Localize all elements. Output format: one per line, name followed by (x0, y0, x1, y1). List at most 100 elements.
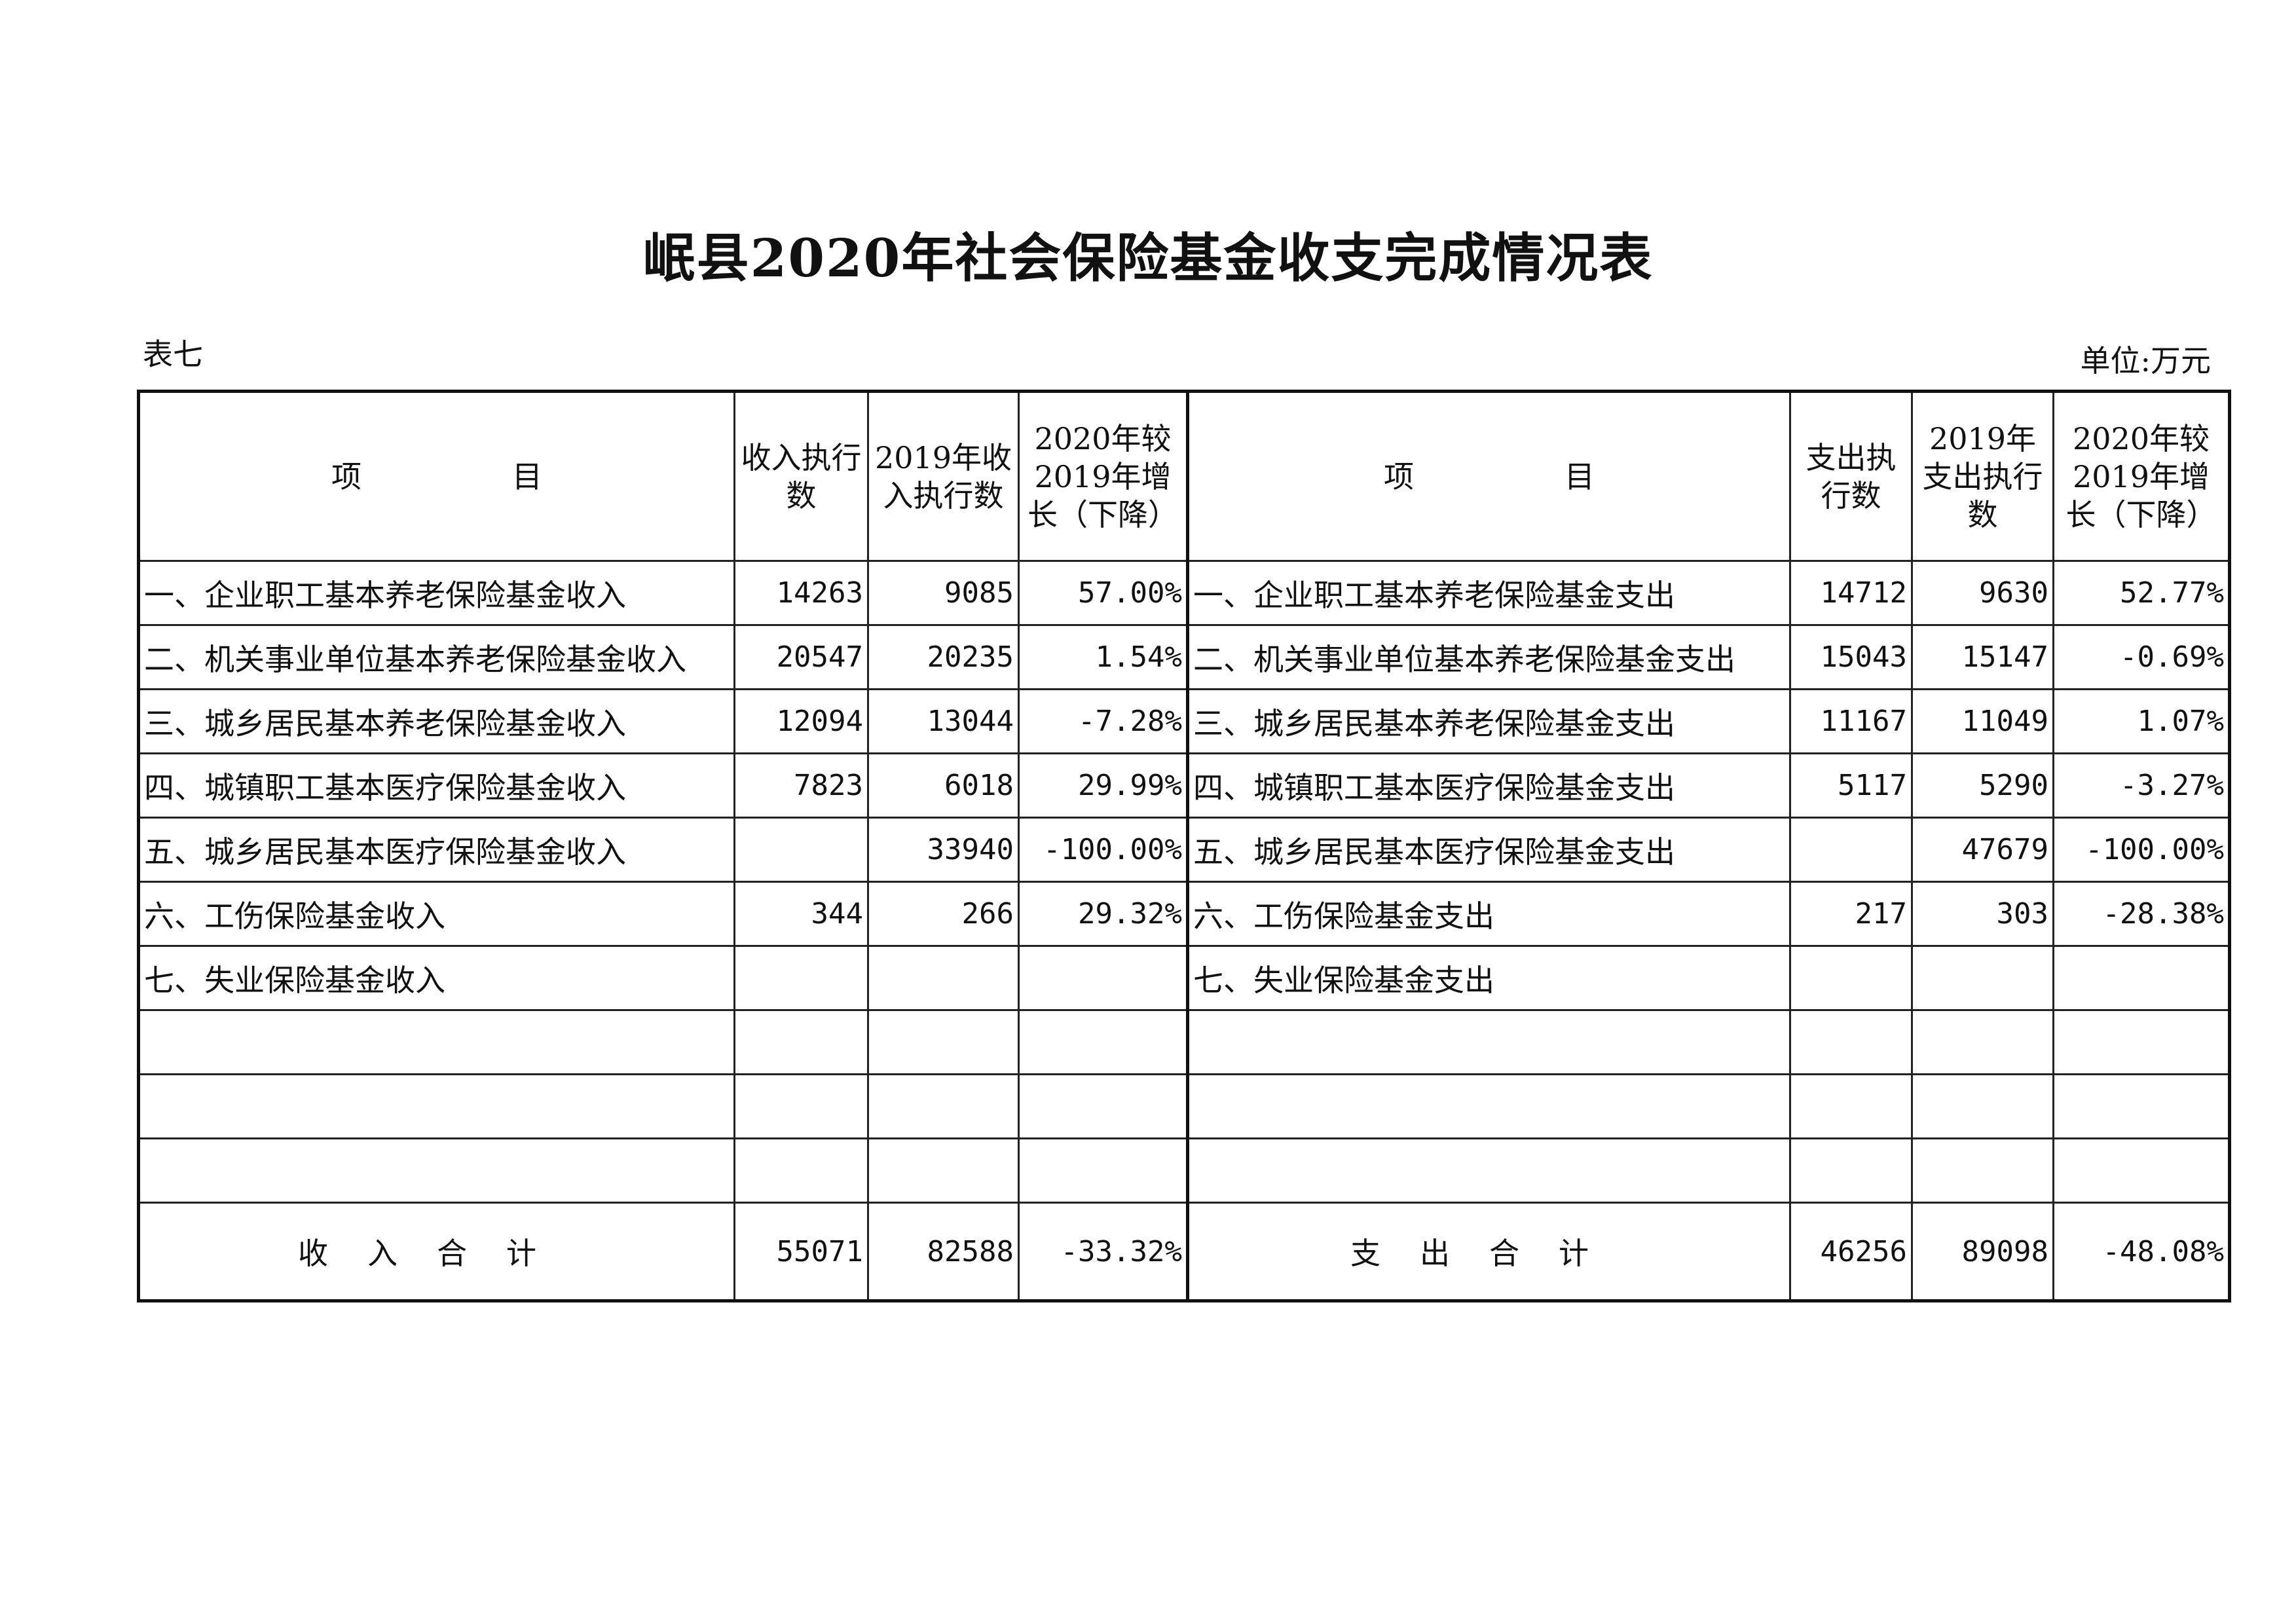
expense-2019-cell: 5290 (1911, 752, 2054, 819)
expense-2019-cell (1911, 945, 2054, 1011)
expense-growth-cell (2052, 1009, 2231, 1075)
expense-exec-cell (1789, 945, 1913, 1011)
expense-2019-cell (1911, 1073, 2054, 1139)
income-exec-cell: 7823 (733, 752, 869, 819)
income-item-cell: 六、工伤保险基金收入 (138, 881, 735, 947)
income-2019-cell: 266 (867, 881, 1020, 947)
expense-item-cell: 七、失业保险基金支出 (1186, 945, 1791, 1011)
income-exec-cell: 12094 (733, 688, 869, 754)
income-growth-cell (1018, 1073, 1189, 1139)
income-2019-cell: 33940 (867, 817, 1020, 883)
table-row (138, 1073, 2231, 1139)
expense-growth-cell (2052, 1073, 2231, 1139)
income-total-label: 收入合计 (138, 1202, 735, 1302)
expense-exec-cell (1789, 1073, 1913, 1139)
income-item-cell (138, 1009, 735, 1075)
expense-2019-cell (1911, 1137, 2054, 1204)
expense-item-cell: 三、城乡居民基本养老保险基金支出 (1186, 688, 1791, 754)
expense-total-growth: -48.08% (2052, 1202, 2231, 1302)
expense-exec-cell: 14712 (1789, 560, 1913, 626)
income-2019-cell (867, 1137, 1020, 1204)
total-row: 收入合计 55071 82588 -33.32% 支出合计 46256 8909… (138, 1202, 2231, 1302)
table-row: 四、城镇职工基本医疗保险基金收入 7823 6018 29.99% 四、城镇职工基本医疗… (138, 752, 2231, 819)
header-row: 项 目 收入执行数 2019年收入执行数 2020年较2019年增长（下降） 项… (138, 390, 2231, 562)
table-row: 一、企业职工基本养老保险基金收入 14263 9085 57.00% 一、企业职工基本养… (138, 560, 2231, 626)
header-income-item: 项 目 (138, 390, 735, 562)
income-exec-cell: 344 (733, 881, 869, 947)
income-total-growth: -33.32% (1018, 1202, 1189, 1302)
expense-exec-cell: 217 (1789, 881, 1913, 947)
income-growth-cell: 29.99% (1018, 752, 1189, 819)
expense-exec-cell: 11167 (1789, 688, 1913, 754)
table-row: 六、工伤保险基金收入 344 266 29.32% 六、工伤保险基金支出 217 303 -2… (138, 881, 2231, 947)
income-2019-cell: 20235 (867, 624, 1020, 690)
header-expense-2019: 2019年支出执行数 (1911, 390, 2054, 562)
expense-exec-cell: 5117 (1789, 752, 1913, 819)
expense-item-cell: 一、企业职工基本养老保险基金支出 (1186, 560, 1791, 626)
income-exec-cell (733, 945, 869, 1011)
expense-growth-cell (2052, 1137, 2231, 1204)
table-number: 表七 (143, 337, 203, 372)
expense-item-cell (1186, 1137, 1791, 1204)
table-row: 二、机关事业单位基本养老保险基金收入 20547 20235 1.54% 二、机关事业单… (138, 624, 2231, 690)
income-total-exec: 55071 (733, 1202, 869, 1302)
table-row: 三、城乡居民基本养老保险基金收入 12094 13044 -7.28% 三、城乡居民基本… (138, 688, 2231, 754)
income-2019-cell: 9085 (867, 560, 1020, 626)
income-growth-cell: 57.00% (1018, 560, 1189, 626)
expense-exec-cell: 15043 (1789, 624, 1913, 690)
header-income-growth: 2020年较2019年增长（下降） (1018, 390, 1189, 562)
expense-exec-cell (1789, 1009, 1913, 1075)
expense-2019-cell (1911, 1009, 2054, 1075)
expense-exec-cell (1789, 1137, 1913, 1204)
income-2019-cell (867, 1009, 1020, 1075)
expense-exec-cell (1789, 817, 1913, 883)
expense-growth-cell: 1.07% (2052, 688, 2231, 754)
income-growth-cell (1018, 1137, 1189, 1204)
expense-item-cell: 四、城镇职工基本医疗保险基金支出 (1186, 752, 1791, 819)
expense-2019-cell: 11049 (1911, 688, 2054, 754)
income-item-cell: 四、城镇职工基本医疗保险基金收入 (138, 752, 735, 819)
income-2019-cell: 13044 (867, 688, 1020, 754)
income-2019-cell (867, 1073, 1020, 1139)
income-item-cell (138, 1137, 735, 1204)
income-item-cell: 一、企业职工基本养老保险基金收入 (138, 560, 735, 626)
expense-item-cell: 六、工伤保险基金支出 (1186, 881, 1791, 947)
income-growth-cell: 29.32% (1018, 881, 1189, 947)
expense-2019-cell: 15147 (1911, 624, 2054, 690)
income-2019-cell: 6018 (867, 752, 1020, 819)
expense-total-2019: 89098 (1911, 1202, 2054, 1302)
income-growth-cell (1018, 1009, 1189, 1075)
income-growth-cell: -100.00% (1018, 817, 1189, 883)
income-total-2019: 82588 (867, 1202, 1020, 1302)
income-exec-cell: 14263 (733, 560, 869, 626)
table-row: 五、城乡居民基本医疗保险基金收入 33940 -100.00% 五、城乡居民基本医疗保… (138, 817, 2231, 883)
expense-growth-cell: 52.77% (2052, 560, 2231, 626)
expense-total-label: 支出合计 (1186, 1202, 1791, 1302)
table-row: 七、失业保险基金收入 七、失业保险基金支出 (138, 945, 2231, 1011)
expense-item-cell: 二、机关事业单位基本养老保险基金支出 (1186, 624, 1791, 690)
expense-growth-cell: -3.27% (2052, 752, 2231, 819)
expense-2019-cell: 303 (1911, 881, 2054, 947)
expense-growth-cell (2052, 945, 2231, 1011)
header-income-exec: 收入执行数 (733, 390, 869, 562)
income-item-cell: 五、城乡居民基本医疗保险基金收入 (138, 817, 735, 883)
expense-item-cell: 五、城乡居民基本医疗保险基金支出 (1186, 817, 1791, 883)
income-item-cell (138, 1073, 735, 1139)
income-exec-cell (733, 1009, 869, 1075)
table-row (138, 1009, 2231, 1075)
expense-2019-cell: 47679 (1911, 817, 2054, 883)
expense-growth-cell: -28.38% (2052, 881, 2231, 947)
expense-item-cell (1186, 1009, 1791, 1075)
fund-table: 项 目 收入执行数 2019年收入执行数 2020年较2019年增长（下降） 项… (137, 390, 2231, 1302)
header-expense-growth: 2020年较2019年增长（下降） (2052, 390, 2231, 562)
income-exec-cell: 20547 (733, 624, 869, 690)
income-exec-cell (733, 817, 869, 883)
income-growth-cell (1018, 945, 1189, 1011)
expense-total-exec: 46256 (1789, 1202, 1913, 1302)
unit-label: 单位:万元 (2080, 343, 2212, 378)
income-2019-cell (867, 945, 1020, 1011)
income-item-cell: 三、城乡居民基本养老保险基金收入 (138, 688, 735, 754)
income-growth-cell: 1.54% (1018, 624, 1189, 690)
header-expense-exec: 支出执行数 (1789, 390, 1913, 562)
income-item-cell: 二、机关事业单位基本养老保险基金收入 (138, 624, 735, 690)
